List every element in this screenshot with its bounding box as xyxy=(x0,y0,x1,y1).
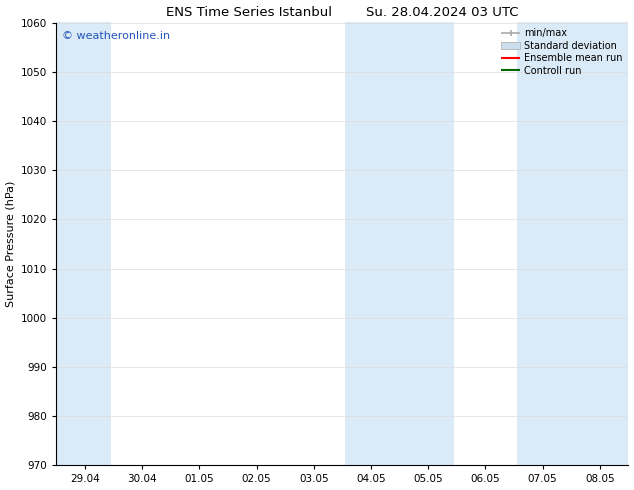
Bar xyxy=(517,23,628,466)
Text: © weatheronline.in: © weatheronline.in xyxy=(62,31,171,41)
Legend: min/max, Standard deviation, Ensemble mean run, Controll run: min/max, Standard deviation, Ensemble me… xyxy=(497,24,626,79)
Y-axis label: Surface Pressure (hPa): Surface Pressure (hPa) xyxy=(6,181,16,307)
Bar xyxy=(346,23,454,466)
Title: ENS Time Series Istanbul        Su. 28.04.2024 03 UTC: ENS Time Series Istanbul Su. 28.04.2024 … xyxy=(166,5,519,19)
Bar xyxy=(56,23,111,466)
